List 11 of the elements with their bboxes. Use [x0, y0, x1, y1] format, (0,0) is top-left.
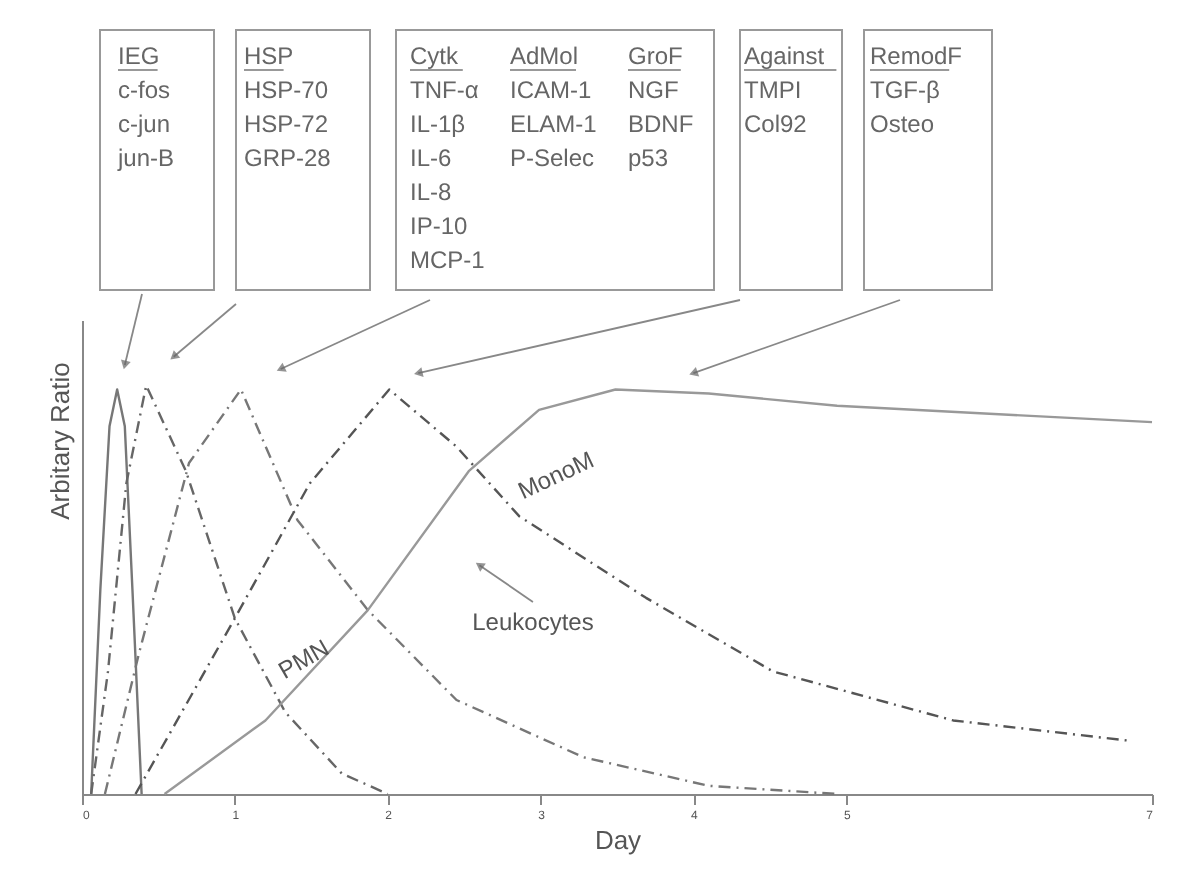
y-axis-title: Arbitary Ratio: [45, 362, 75, 520]
annotation: PMN: [273, 633, 334, 685]
text: HSP HSP-70 HSP-72 GRP-28: [244, 42, 332, 172]
text: RemodF TGF-β Osteo: [870, 42, 963, 138]
text: IEG c-fos c-jun jun-B: [116, 42, 175, 172]
text: AdMol ICAM-1 ELAM-1 P-Selec: [510, 42, 598, 172]
text: Against TMPI Col92: [744, 42, 826, 138]
text: GroF NGF BDNF p53: [628, 42, 694, 172]
annotation: Leukocytes: [472, 608, 594, 637]
x-axis-title: Day: [594, 825, 643, 855]
text: Cytk TNF-α IL-1β IL-6 IL-8 IP-10 MCP-1: [410, 42, 486, 274]
